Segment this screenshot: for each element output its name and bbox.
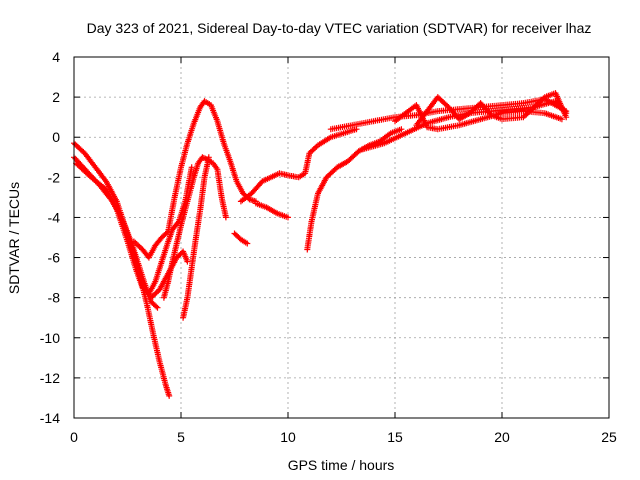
- data-track: [359, 98, 570, 153]
- x-tick-label: 20: [494, 429, 510, 445]
- y-tick-label: -14: [40, 410, 60, 426]
- x-tick-label: 0: [70, 429, 78, 445]
- y-tick-label: -10: [40, 330, 60, 346]
- data-track: [237, 126, 360, 205]
- y-tick-label: -2: [48, 169, 61, 185]
- data-track: [304, 126, 405, 253]
- y-tick-label: 0: [52, 129, 60, 145]
- data-track: [148, 248, 191, 301]
- y-tick-label: 4: [52, 49, 60, 65]
- data-track: [180, 154, 212, 321]
- series-sdtvar: [71, 90, 570, 399]
- x-tick-label: 15: [387, 429, 403, 445]
- y-tick-label: 2: [52, 89, 60, 105]
- data-track: [231, 230, 251, 247]
- chart-title: Day 323 of 2021, Sidereal Day-to-day VTE…: [87, 20, 592, 36]
- x-tick-label: 10: [280, 429, 296, 445]
- data-track: [252, 200, 291, 221]
- y-tick-label: -4: [48, 209, 61, 225]
- x-tick-label: 5: [177, 429, 185, 445]
- y-tick-label: -12: [40, 370, 60, 386]
- data-track: [130, 98, 259, 261]
- y-axis-label: SDTVAR / TECUs: [6, 182, 22, 294]
- data-track: [392, 102, 565, 133]
- plot-frame: [73, 56, 610, 419]
- data-points: [71, 90, 570, 399]
- y-tick-label: -8: [48, 290, 61, 306]
- y-tick-label: -6: [48, 250, 61, 266]
- x-tick-label: 25: [601, 429, 617, 445]
- x-axis-label: GPS time / hours: [288, 457, 395, 473]
